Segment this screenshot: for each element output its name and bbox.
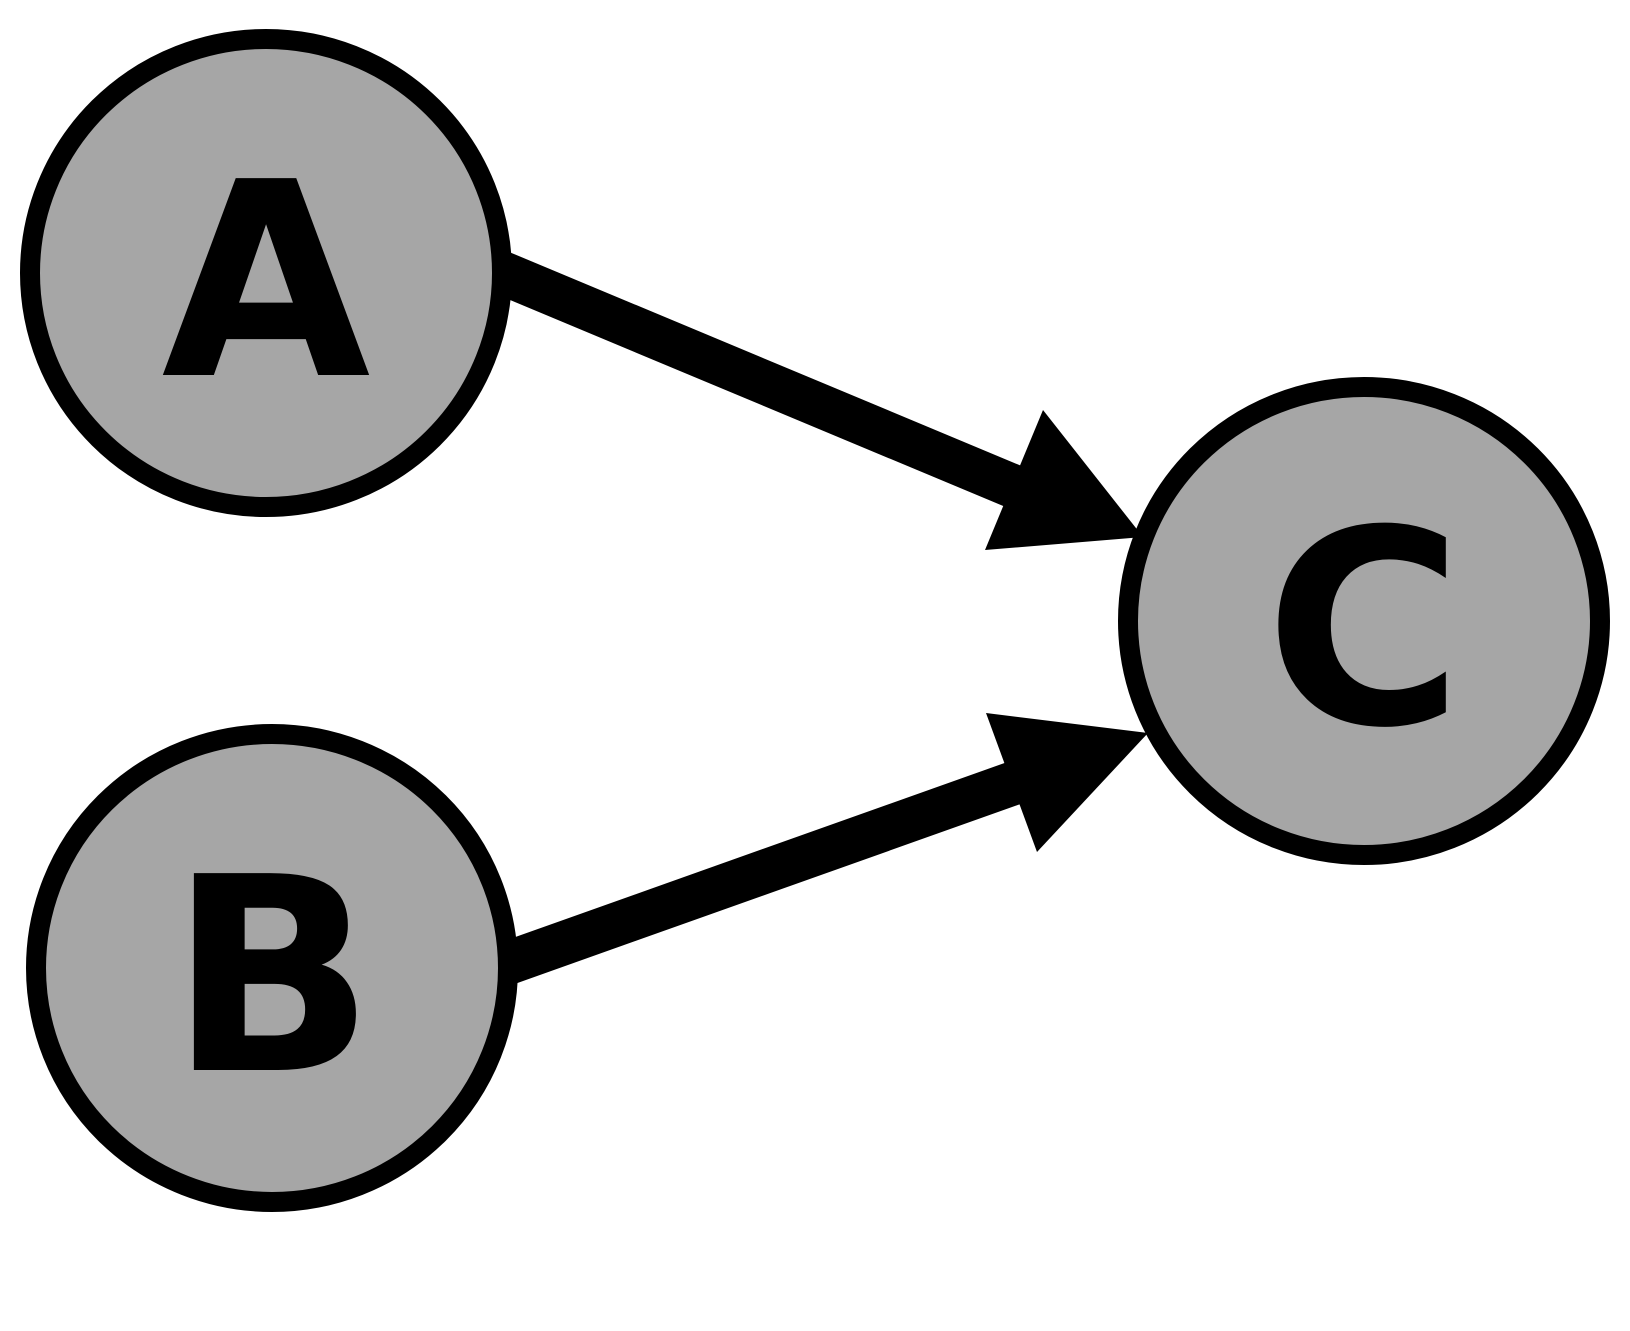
node-c-circle (1118, 377, 1610, 865)
edge-b-to-c-arrowhead (986, 713, 1148, 852)
node-c: C (1118, 377, 1610, 865)
node-c-label: C (1265, 472, 1463, 787)
edge-a-to-c (491, 251, 1143, 550)
node-a: A (20, 29, 512, 517)
node-a-circle (20, 29, 512, 517)
edge-a-to-c-shaft (491, 251, 1031, 511)
edge-a-to-c-arrowhead (985, 410, 1143, 550)
edge-b-to-c (500, 713, 1148, 984)
node-b: B (26, 724, 518, 1212)
edge-b-to-c-shaft (500, 757, 1036, 984)
node-a-label: A (162, 124, 373, 439)
node-b-label: B (169, 819, 375, 1134)
node-b-circle (26, 724, 518, 1212)
